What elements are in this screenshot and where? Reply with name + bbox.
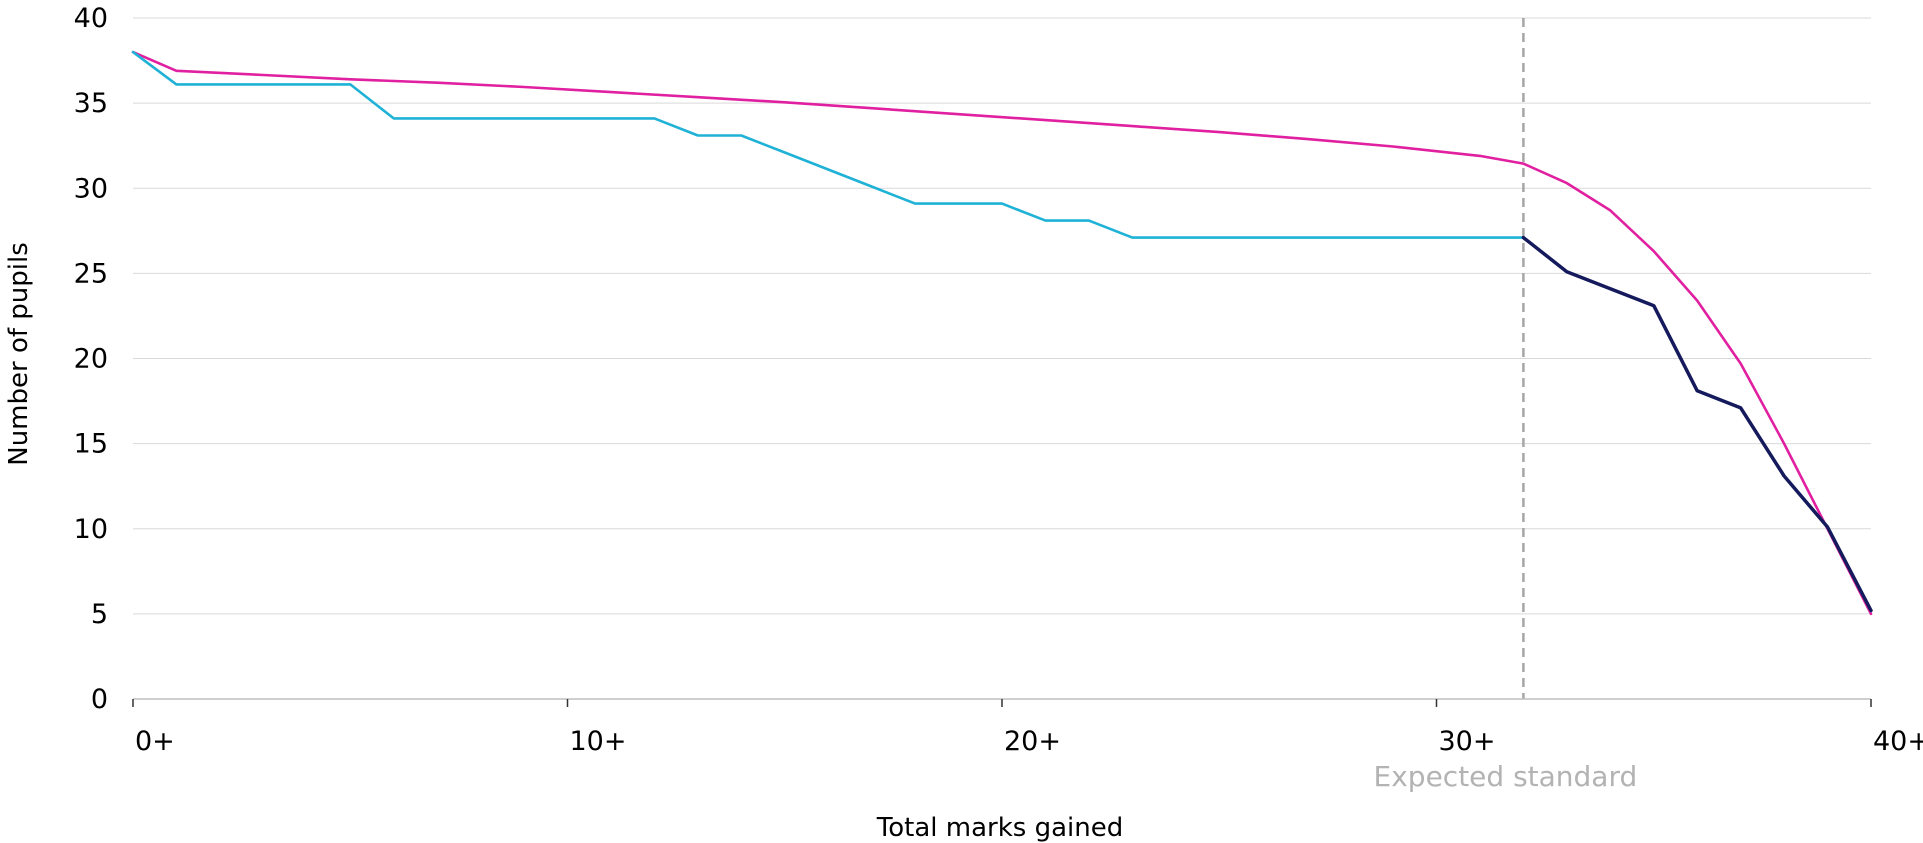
y-tick-label: 0 <box>91 684 108 715</box>
y-tick-label: 5 <box>91 599 108 630</box>
y-tick-label: 20 <box>74 344 108 375</box>
series-line-1 <box>131 50 1873 616</box>
series-line-3 <box>1521 235 1873 613</box>
y-tick-label: 15 <box>74 429 108 460</box>
y-tick-label: 25 <box>74 258 108 289</box>
gridlines <box>133 17 1871 615</box>
y-tick-label: 30 <box>74 173 108 204</box>
x-tick-label: 30+ <box>1439 726 1496 757</box>
y-axis-title: Number of pupils <box>4 242 34 466</box>
axes: 0 5 10 15 20 25 30 35 40 0+ 10+ 20+ 30+ 40+ <box>74 3 1923 757</box>
y-tick-label: 40 <box>74 3 108 34</box>
x-axis-title: Total marks gained <box>876 813 1123 843</box>
series-lines <box>131 50 1873 616</box>
expected-standard-line: Expected standard <box>1374 18 1638 793</box>
x-tick-label: 0+ <box>135 726 175 757</box>
x-tick-label: 10+ <box>570 726 627 757</box>
y-tick-label: 10 <box>74 514 108 545</box>
series-line-2 <box>131 50 1525 239</box>
x-tick-label: 40+ <box>1873 726 1923 757</box>
expected-standard-label: Expected standard <box>1374 760 1638 793</box>
y-tick-label: 35 <box>74 88 108 119</box>
x-tick-label: 20+ <box>1004 726 1061 757</box>
